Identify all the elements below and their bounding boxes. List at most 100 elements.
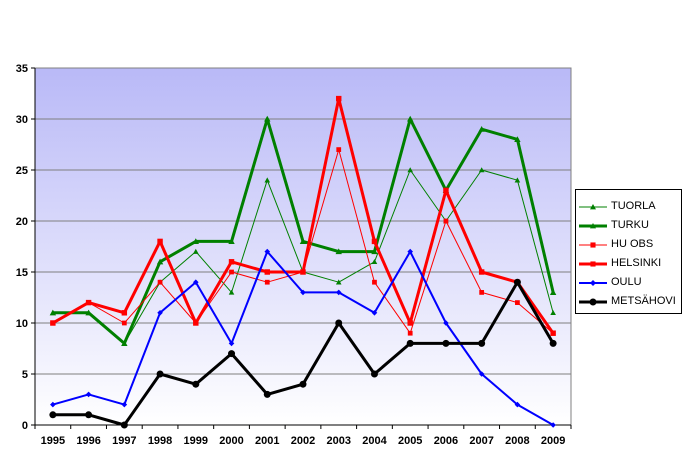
data-point xyxy=(228,289,235,295)
y-tick-label: 15 xyxy=(16,267,28,279)
data-point xyxy=(192,238,199,244)
data-point xyxy=(515,300,520,305)
data-point xyxy=(229,269,234,275)
x-tick-label: 2007 xyxy=(469,435,493,447)
data-point xyxy=(335,279,342,285)
series-helsinki xyxy=(50,95,556,336)
data-point xyxy=(513,278,521,286)
data-point xyxy=(371,248,378,255)
x-tick-label: 2009 xyxy=(541,435,565,447)
data-point xyxy=(478,269,485,275)
x-tick-label: 2006 xyxy=(434,435,458,447)
data-point xyxy=(120,421,128,429)
legend-item: HELSINKI xyxy=(576,255,681,272)
legend-label: TUORLA xyxy=(611,200,656,212)
data-point xyxy=(228,340,235,347)
data-point xyxy=(514,401,521,408)
data-point xyxy=(121,340,128,346)
data-point xyxy=(478,167,485,173)
data-point xyxy=(228,350,236,358)
data-point xyxy=(299,380,307,388)
data-point xyxy=(407,330,413,336)
data-point xyxy=(50,401,56,408)
legend-swatch xyxy=(579,223,607,229)
y-tick-label: 25 xyxy=(16,165,28,177)
y-tick-label: 30 xyxy=(16,114,28,126)
data-point xyxy=(121,320,127,326)
data-point xyxy=(264,248,271,255)
data-point xyxy=(121,401,128,408)
series-mets-hovi xyxy=(49,278,557,429)
data-point xyxy=(550,330,556,336)
x-tick-label: 1995 xyxy=(41,435,65,447)
data-point xyxy=(264,269,270,275)
x-tick-label: 2005 xyxy=(398,435,422,447)
data-point xyxy=(264,115,271,122)
data-point xyxy=(514,177,521,183)
legend-swatch-marker xyxy=(589,298,597,306)
legend-item: HU OBS xyxy=(576,236,681,253)
x-tick-label: 1997 xyxy=(112,435,136,447)
data-point xyxy=(478,126,485,132)
legend-label: OULU xyxy=(611,276,642,288)
data-point xyxy=(371,310,378,316)
series-group xyxy=(49,95,557,429)
data-point xyxy=(407,115,414,122)
x-tick-label: 1999 xyxy=(184,435,208,447)
x-tick-label: 2001 xyxy=(255,435,279,447)
x-tick-label: 2003 xyxy=(326,435,350,447)
data-point xyxy=(407,167,413,173)
legend-swatch xyxy=(579,261,607,267)
data-point xyxy=(406,339,414,347)
data-point xyxy=(121,310,128,316)
data-point xyxy=(372,279,377,285)
data-point xyxy=(371,238,378,245)
legend-label: TURKU xyxy=(611,219,649,231)
x-tick-label: 2004 xyxy=(362,435,387,447)
legend-swatch-marker xyxy=(590,280,596,286)
data-point xyxy=(336,147,342,152)
data-point xyxy=(443,218,449,224)
data-point xyxy=(85,391,92,398)
data-point xyxy=(264,177,271,183)
legend-label: METSÄHOVI xyxy=(611,295,676,307)
data-point xyxy=(228,259,235,265)
legend-swatch-marker xyxy=(590,223,596,229)
y-tick-label: 0 xyxy=(22,420,28,432)
data-point xyxy=(407,248,413,255)
x-tick-label: 1996 xyxy=(76,435,100,447)
y-tick-label: 10 xyxy=(16,318,28,330)
data-point xyxy=(228,238,235,244)
legend-item: TUORLA xyxy=(576,198,681,215)
x-tick-label: 1998 xyxy=(148,435,172,447)
data-point xyxy=(478,339,486,347)
data-point xyxy=(263,390,271,398)
x-axis: 1995 1996 1997 1998 1999 2000 2001 2002 2003 2004… xyxy=(34,424,572,447)
y-tick-label: 35 xyxy=(16,63,28,75)
data-point xyxy=(336,95,342,102)
data-point xyxy=(85,309,92,316)
data-point xyxy=(193,320,199,326)
data-point xyxy=(193,248,199,254)
y-tick-label: 20 xyxy=(16,216,28,228)
data-point xyxy=(264,279,270,285)
data-point xyxy=(478,371,485,377)
data-point xyxy=(300,269,306,275)
legend-swatch xyxy=(579,280,607,286)
data-point xyxy=(335,248,342,255)
data-point xyxy=(549,289,557,295)
data-point xyxy=(193,279,199,285)
data-point xyxy=(550,422,556,428)
data-point xyxy=(49,411,57,419)
data-point xyxy=(407,320,413,326)
legend-label: HU OBS xyxy=(611,238,654,250)
x-tick-label: 2008 xyxy=(505,435,529,447)
plot-area xyxy=(34,67,572,426)
data-point xyxy=(514,136,521,142)
data-point xyxy=(370,370,378,378)
data-point xyxy=(157,238,163,245)
data-point xyxy=(50,320,56,326)
data-point xyxy=(299,238,307,244)
data-point xyxy=(49,309,57,316)
data-point xyxy=(371,259,378,265)
